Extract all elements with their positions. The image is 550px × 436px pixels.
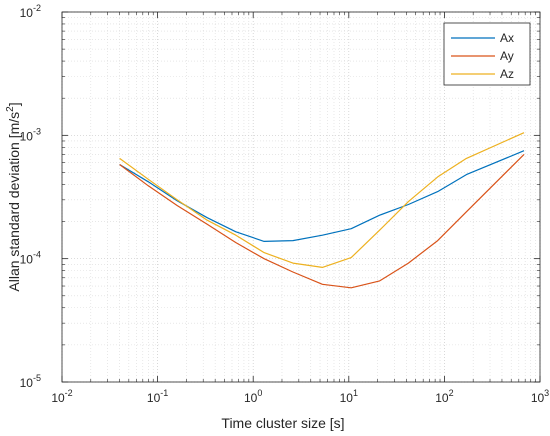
legend: Ax Ay Az [443,22,531,86]
x-tick-labels: 10-2 10-1 100 101 102 103 [51,388,549,405]
y-axis-label: Allan standard deviation [m/s2] [5,102,22,291]
legend-label-ay: Ay [500,49,514,63]
x-tick-label-base: 10 [435,391,449,405]
series-line-az [119,132,525,268]
x-tick-label-exponent: 2 [449,388,454,398]
legend-label-ax: Ax [500,31,514,45]
y-tick-label-base: 10 [20,253,34,267]
x-tick-label-exponent: 0 [257,388,262,398]
series-line-ay [119,153,525,289]
y-tick-labels: 10-510-410-310-2 [20,3,41,390]
x-tick-label-base: 10 [51,391,65,405]
x-tick-label: 103 [531,388,549,405]
x-tick-label-exponent: -1 [160,388,168,398]
plot-frame [61,11,541,383]
y-axis-label-text: Allan standard deviation [m/s [6,112,22,292]
x-tick-label-base: 10 [340,391,354,405]
x-tick-label: 101 [340,388,358,405]
x-tick-label: 102 [435,388,453,405]
x-tick-label: 100 [244,388,262,405]
x-tick-label-exponent: -2 [65,388,73,398]
x-tick-label-exponent: 1 [353,388,358,398]
x-tick-label: 10-1 [147,388,168,405]
y-tick-label-exponent: -2 [33,3,41,13]
y-axis-label-superscript: 2 [5,106,16,112]
y-tick-label-exponent: -4 [33,250,41,260]
tick-marks [61,11,541,383]
y-tick-label-base: 10 [20,6,34,20]
y-axis-label-end: ] [6,102,22,106]
y-tick-label-base: 10 [20,129,34,143]
y-tick-label-exponent: -3 [33,126,41,136]
y-tick-label-exponent: -5 [33,373,41,383]
legend-box [443,22,531,86]
x-tick-label-base: 10 [244,391,258,405]
x-tick-label-base: 10 [147,391,161,405]
y-tick-label: 10-5 [20,373,41,390]
x-axis-label: Time cluster size [s] [221,415,344,431]
series-layer [119,132,525,289]
legend-label-az: Az [500,67,514,81]
y-tick-label-base: 10 [20,376,34,390]
y-tick-label: 10-2 [20,3,41,20]
y-tick-label: 10-3 [20,126,41,143]
x-tick-label-exponent: 3 [544,388,549,398]
y-tick-label: 10-4 [20,250,41,267]
x-tick-label: 10-2 [51,388,72,405]
x-tick-label-base: 10 [531,391,545,405]
